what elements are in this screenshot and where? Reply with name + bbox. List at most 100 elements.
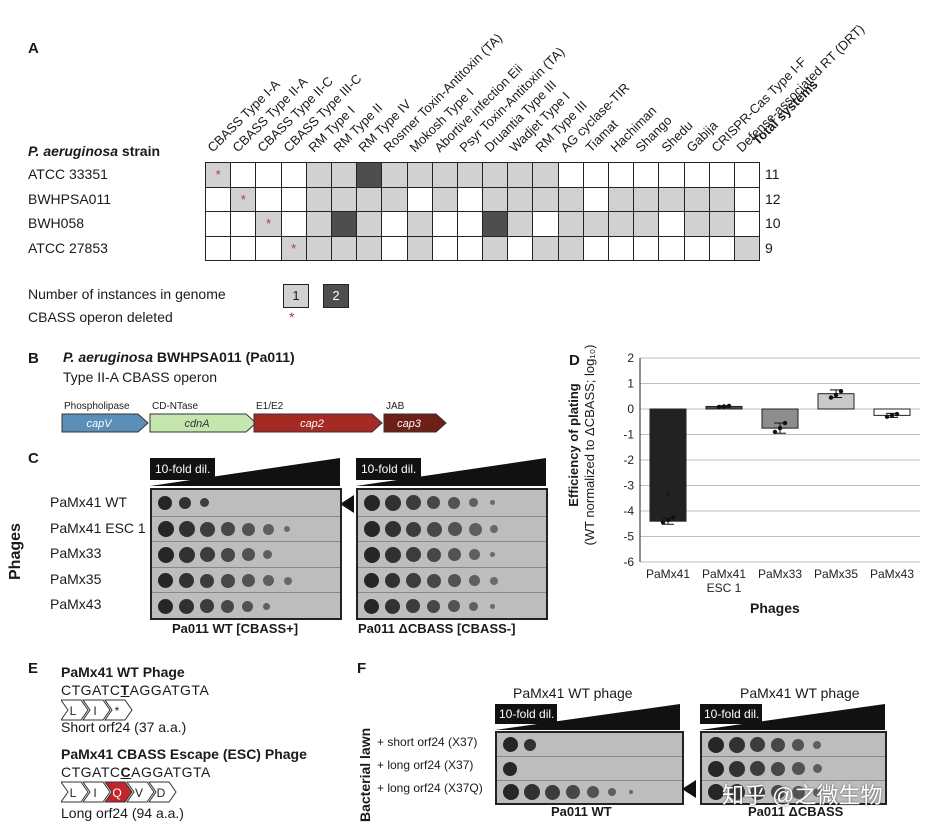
data-point: [833, 392, 839, 398]
y-tick-label: -2: [623, 453, 634, 467]
strain-header-species: P. aeruginosa: [28, 143, 119, 159]
grid-cell: [708, 235, 735, 261]
plate-row: [497, 733, 682, 756]
grid-cell: [683, 211, 710, 237]
plaque-spot: [448, 548, 461, 562]
grid-cell: [406, 186, 433, 212]
amino-acid-block: [148, 781, 177, 803]
plaque-spot: [503, 737, 518, 753]
wt-seq-mut: T: [120, 682, 130, 698]
amino-acid-letter: D: [157, 786, 166, 800]
plaque-spot: [221, 547, 235, 562]
grid-cell: [658, 211, 685, 237]
plaque-spot: [629, 790, 633, 795]
plaque-spot: [406, 573, 421, 589]
plaque-spot: [179, 521, 195, 538]
grid-cell: [733, 235, 761, 261]
plate-row: [152, 515, 340, 543]
grid-cell: [305, 186, 332, 212]
x-category-label: PaMx43: [870, 567, 914, 581]
plate-pa011-wt: [150, 488, 342, 620]
plaque-spot: [469, 522, 482, 536]
grid-cell: [204, 235, 232, 261]
amino-acid-block: [126, 781, 155, 803]
grid-cell: [431, 211, 458, 237]
grid-cell: *: [204, 162, 232, 188]
phage-label: PaMx41 ESC 1: [50, 519, 146, 536]
amino-acid-block: [61, 699, 89, 721]
bar: [649, 408, 687, 522]
grid-cell: [582, 235, 610, 261]
grid-cell: [557, 235, 584, 261]
f-dilution-label-right: 10-fold dil.: [704, 707, 760, 721]
grid-cell: [482, 235, 509, 261]
legend-instances-label: Number of instances in genome: [28, 286, 226, 302]
plaque-spot: [364, 598, 379, 614]
grid-cell: [582, 211, 610, 237]
data-point: [670, 515, 676, 520]
plaque-spot: [158, 546, 174, 563]
plaque-spot: [448, 574, 461, 588]
data-point: [721, 404, 727, 409]
plaque-spot: [263, 523, 274, 535]
plate-row: [702, 779, 885, 804]
defense-systems-grid: * * * *: [204, 162, 761, 261]
plate-row: [358, 541, 546, 568]
plaque-spot: [406, 599, 420, 614]
plate-row: [358, 515, 546, 543]
plaque-spot: [364, 521, 380, 538]
grid-cell: [733, 211, 761, 237]
wt-phage-title: PaMx41 WT Phage: [61, 664, 185, 680]
dilution-label-left: 10-fold dil.: [155, 462, 211, 476]
plaque-spot: [221, 599, 234, 613]
grid-cell: [305, 211, 332, 237]
amino-acid-letter: L: [70, 704, 77, 718]
panel-d-ylabel: Efficiency of plating (WT normalized to …: [566, 330, 598, 560]
panel-e-label: E: [28, 660, 39, 677]
plaque-spot: [364, 494, 380, 511]
data-point: [777, 425, 783, 431]
grid-cell: [456, 162, 484, 188]
wt-orf-note: Short orf24 (37 a.a.): [61, 719, 187, 735]
grid-cell: [683, 186, 710, 212]
grid-row: *: [204, 162, 761, 188]
grid-cell: [633, 235, 660, 261]
plaque-spot: [729, 784, 745, 801]
grid-cell: [381, 186, 408, 212]
plaque-spot: [750, 784, 765, 800]
plaque-spot: [200, 573, 214, 588]
amino-acid-block: [61, 781, 89, 803]
gene-function-label: E1/E2: [256, 401, 284, 412]
grid-cell: [607, 186, 635, 212]
x-category-label: PaMx33: [758, 567, 802, 581]
gene-function-label: JAB: [386, 401, 405, 412]
data-point: [772, 429, 778, 435]
grid-cell: [507, 235, 534, 261]
phage-label: PaMx41 WT: [50, 494, 128, 510]
grid-cell: [456, 235, 484, 261]
plate-row: [702, 733, 885, 756]
total-systems-value: 10: [765, 215, 781, 231]
plate-row: [152, 566, 340, 594]
grid-cell: [532, 186, 559, 212]
x-category-label: PaMx35: [814, 567, 858, 581]
grid-cell: [582, 186, 610, 212]
grid-cell: [633, 211, 660, 237]
data-point: [884, 414, 890, 419]
phage-label: PaMx33: [50, 545, 102, 561]
plaque-spot: [385, 546, 401, 563]
plate-row: [152, 541, 340, 568]
plate-left-caption: Pa011 WT [CBASS+]: [172, 621, 299, 636]
amino-acid-letter: I: [93, 704, 96, 718]
panel-b-title: P. aeruginosa BWHPSA011 (Pa011): [63, 349, 295, 365]
gene-name-label: cdnA: [184, 418, 209, 430]
plaque-spot: [448, 496, 460, 509]
plaque-spot: [385, 573, 400, 589]
grid-cell: [532, 211, 559, 237]
plate-row: [358, 566, 546, 594]
plaque-spot: [608, 788, 616, 797]
plaque-spot: [813, 740, 821, 749]
plaque-spot: [158, 495, 172, 510]
plaque-spot: [587, 786, 599, 799]
esc-seq-post: AGGATGTA: [131, 764, 211, 780]
